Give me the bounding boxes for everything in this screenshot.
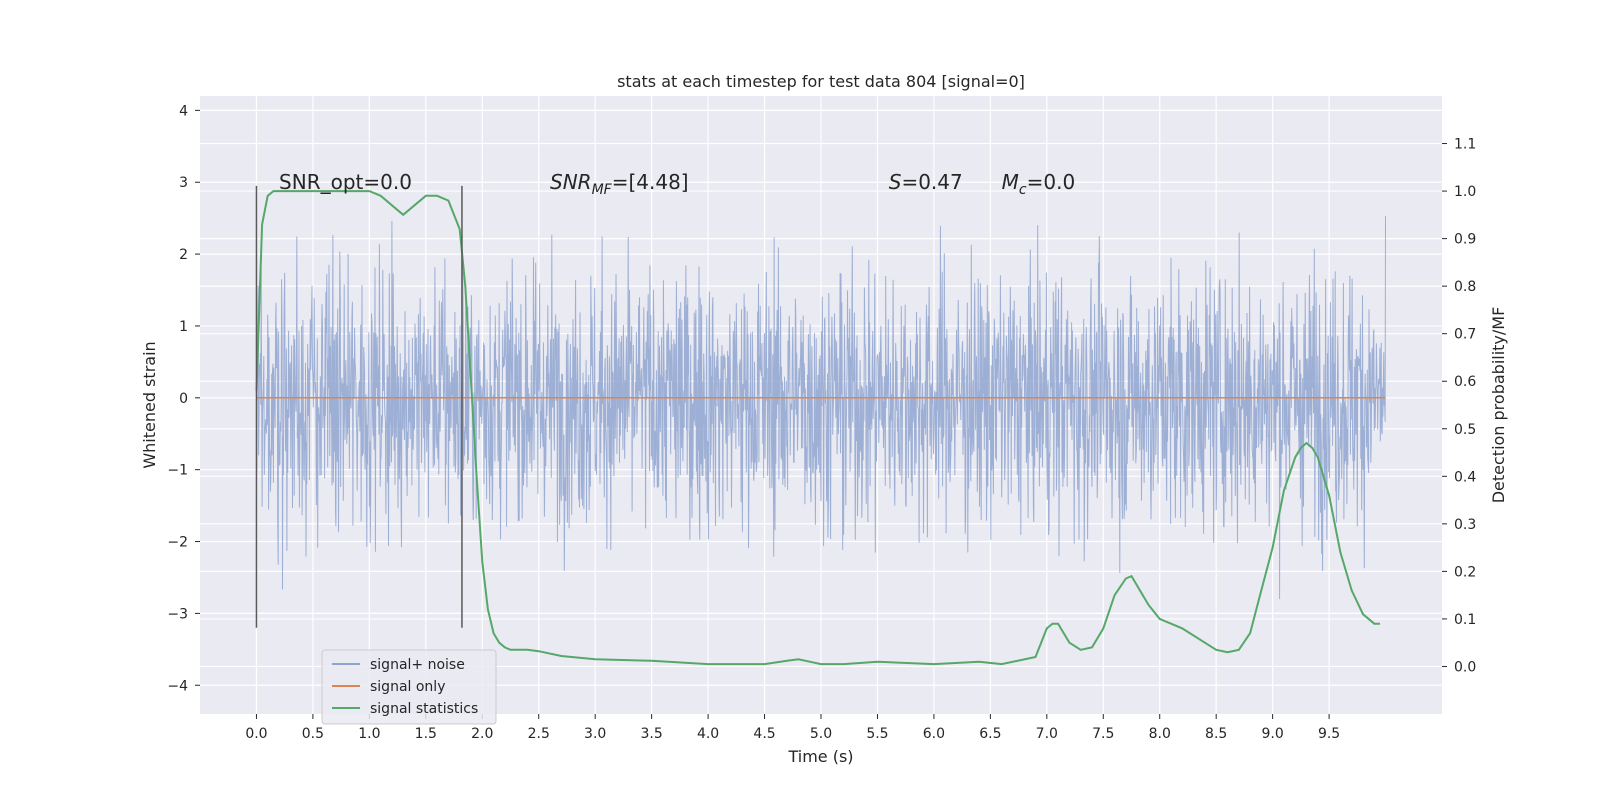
x-tick-label: 2.5 bbox=[528, 726, 550, 742]
signal-plus-noise-series bbox=[256, 216, 1386, 600]
y2-tick-label: 0.3 bbox=[1454, 517, 1476, 533]
line-series bbox=[255, 190, 1386, 666]
x-tick-label: 9.0 bbox=[1262, 726, 1284, 742]
y2-tick-label: 0.1 bbox=[1454, 612, 1476, 628]
y2-tick-label: 1.0 bbox=[1454, 184, 1476, 200]
vertical-markers bbox=[255, 185, 463, 628]
y-tick-label: 2 bbox=[179, 247, 188, 263]
y-tick-label: −2 bbox=[167, 535, 188, 551]
y2-tick-label: 0.0 bbox=[1454, 659, 1476, 675]
legend-label: signal statistics bbox=[370, 701, 478, 717]
y2-tick-label: 1.1 bbox=[1454, 137, 1476, 153]
annotation-text: SNR_opt=0.0 bbox=[279, 170, 412, 194]
legend-label: signal only bbox=[370, 679, 445, 695]
annotation-text: S=0.47 bbox=[889, 170, 963, 194]
x-tick-label: 3.5 bbox=[641, 726, 663, 742]
x-tick-label: 3.0 bbox=[584, 726, 606, 742]
annotation-text: SNRMF=[4.48] bbox=[550, 170, 689, 198]
x-tick-label: 6.0 bbox=[923, 726, 945, 742]
x-axis-label: Time (s) bbox=[787, 747, 853, 766]
x-tick-label: 0.0 bbox=[245, 726, 267, 742]
y-tick-label: −4 bbox=[167, 678, 188, 694]
signal-plus-noise-line bbox=[256, 216, 1386, 600]
axis-ticks: 0.0 0.5 1.0 1.5 2.0 2.5 3.0 3.5 4.0 4.5 5.0 5.5 6.0 6… bbox=[167, 103, 1476, 742]
x-tick-label: 7.0 bbox=[1036, 726, 1058, 742]
y-tick-label: −1 bbox=[167, 463, 188, 479]
y-tick-label: 0 bbox=[179, 391, 188, 407]
y2-tick-label: 0.4 bbox=[1454, 469, 1476, 485]
legend-box bbox=[321, 649, 497, 725]
y-tick-label: 3 bbox=[179, 175, 188, 191]
chart-title: stats at each timestep for test data 804… bbox=[617, 72, 1025, 91]
x-tick-label: 8.5 bbox=[1205, 726, 1227, 742]
x-tick-label: 2.0 bbox=[471, 726, 493, 742]
signal-statistics-line bbox=[255, 190, 1380, 666]
y2-tick-label: 0.2 bbox=[1454, 564, 1476, 580]
x-tick-label: 5.0 bbox=[810, 726, 832, 742]
y2-tick-label: 0.5 bbox=[1454, 422, 1476, 438]
x-tick-label: 7.5 bbox=[1092, 726, 1114, 742]
y-tick-label: −3 bbox=[167, 606, 188, 622]
x-tick-label: 4.5 bbox=[753, 726, 775, 742]
x-tick-label: 8.0 bbox=[1149, 726, 1171, 742]
legend-label: signal+ noise bbox=[370, 657, 465, 673]
x-tick-label: 1.0 bbox=[358, 726, 380, 742]
y2-tick-label: 0.7 bbox=[1454, 327, 1476, 343]
y2-tick-label: 0.9 bbox=[1454, 232, 1476, 248]
annotations: SNR_opt=0.0 SNRMF=[4.48] S=0.47 Mc=0.0 bbox=[279, 170, 1075, 198]
x-tick-label: 0.5 bbox=[302, 726, 324, 742]
x-tick-label: 4.0 bbox=[697, 726, 719, 742]
legend: signal+ noise signal only signal statistic… bbox=[321, 649, 497, 725]
annotation-text: Mc=0.0 bbox=[1002, 170, 1076, 198]
x-tick-label: 9.5 bbox=[1318, 726, 1340, 742]
x-tick-label: 1.5 bbox=[415, 726, 437, 742]
y2-axis-label: Detection probability/MF bbox=[1489, 307, 1508, 504]
x-tick-label: 6.5 bbox=[979, 726, 1001, 742]
x-tick-label: 5.5 bbox=[866, 726, 888, 742]
y-axis-label: Whitened strain bbox=[140, 341, 159, 468]
y2-tick-label: 0.8 bbox=[1454, 279, 1476, 295]
y-tick-label: 4 bbox=[179, 103, 188, 119]
y-tick-label: 1 bbox=[179, 319, 188, 335]
y2-tick-label: 0.6 bbox=[1454, 374, 1476, 390]
